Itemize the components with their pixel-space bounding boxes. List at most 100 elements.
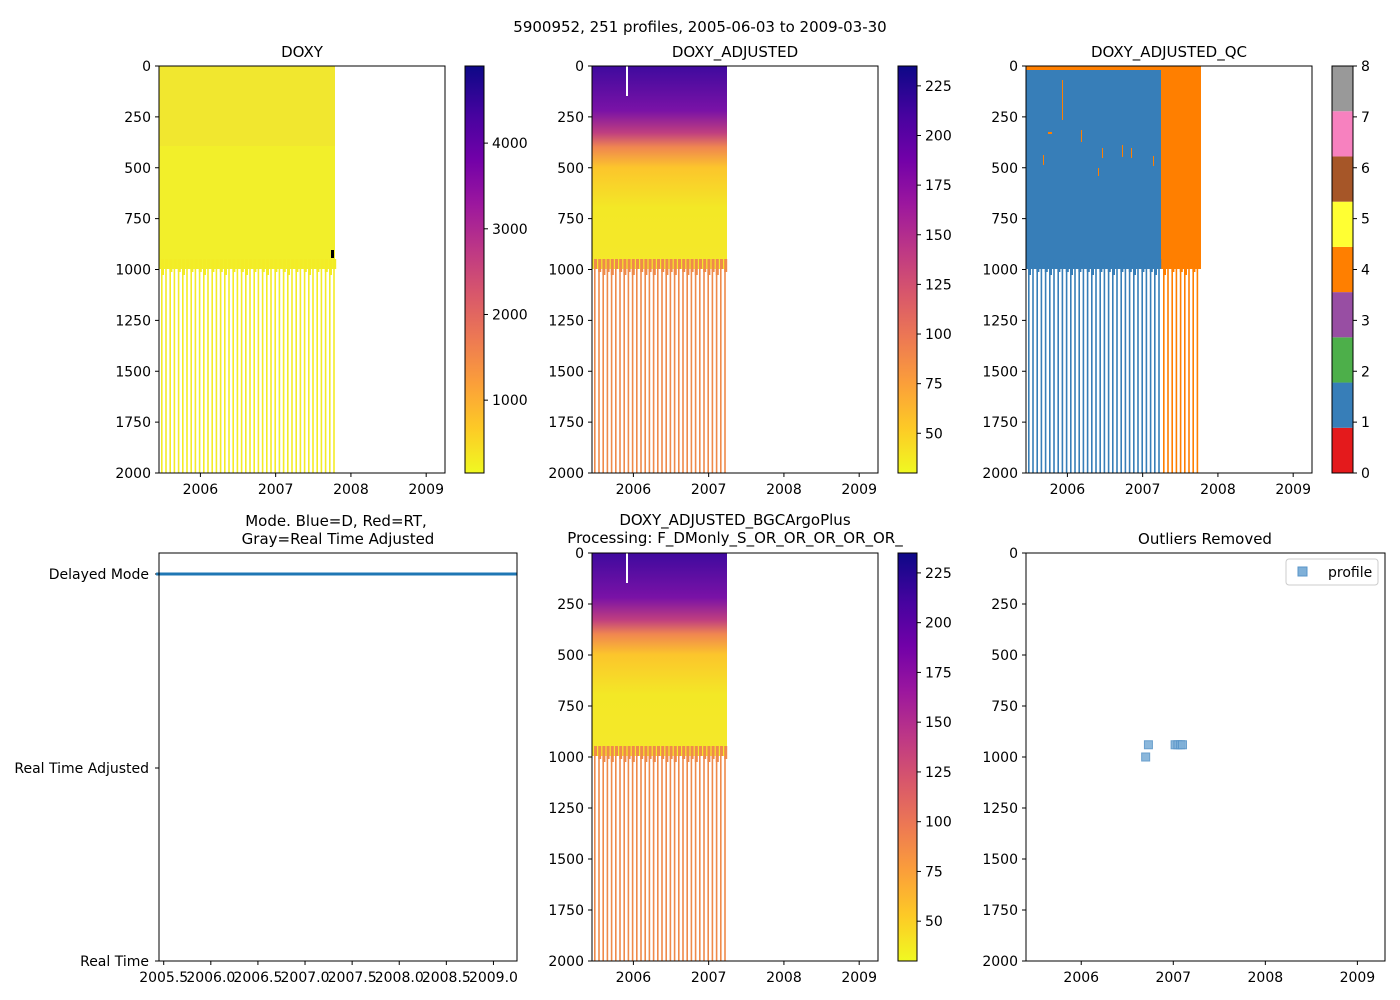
profile-streak [1158,269,1160,473]
profile-notch [1167,259,1171,269]
profile-notch [274,259,278,272]
doxy-adjusted-x-axis: 2006 2007 2008 2009 [616,473,877,498]
profile-notch [720,259,723,269]
profile-notch [1044,259,1048,272]
profile-notch [232,259,236,272]
profile-streak [1184,269,1186,473]
profile-notch [615,746,618,756]
profile-streak [190,269,192,473]
qc-color-band [1332,382,1353,428]
x-tick-label: 2007 [691,482,727,498]
profile-streak [282,269,285,473]
profile-notch [207,259,211,269]
x-tick-label: 2007 [258,482,294,498]
colorbar-tick-label: 200 [925,616,952,632]
profile-streak [682,756,684,961]
x-tick-label: 2008 [766,970,802,986]
profile-notch [682,259,686,272]
profile-notch [598,259,602,272]
doxy-x-axis: 2006 2007 2008 2009 [183,473,444,498]
profile-streak [665,269,667,473]
profile-streak [1116,269,1118,473]
profile-streak [316,269,318,473]
y-tick-label: 0 [575,59,584,75]
x-tick-label: 2008 [333,482,369,498]
profile-streak [1171,269,1173,473]
x-tick-label: 2006 [183,482,219,498]
mode-title-line1: Mode. Blue=D, Red=RT, [245,512,427,530]
profile-streak [686,756,688,961]
y-tick-label: 1000 [548,263,584,279]
doxy-adjusted-heatmap [592,66,727,269]
profile-streak [1099,269,1101,473]
mode-axes: 2005.52006.02006.52007.02007.52008.02008… [14,567,518,986]
profile-notch [627,746,631,759]
profile-notch [245,259,248,275]
profile-streak [694,269,697,473]
profile-streak [198,269,201,473]
y-tick-label: 750 [124,212,151,228]
qc-frame [1025,65,1313,474]
profile-streak [1103,269,1106,473]
panel-doxy-adjusted: DOXY_ADJUSTED 02505007501000125015001750… [548,43,951,498]
mode-x-tick-label: 2008.5 [422,970,471,986]
profile-notch [661,746,665,759]
profile-notch [669,259,673,272]
doxy-frame [158,65,446,474]
profile-notch [316,259,320,272]
y-tick-label: 1000 [982,263,1018,279]
profile-streak [661,269,663,473]
mode-y-tick-label: Real Time Adjusted [14,761,149,777]
profile-notch [1053,259,1057,269]
y-tick-label: 2000 [548,466,584,482]
profile-notch [669,746,673,759]
profile-notch [1107,259,1111,272]
y-tick-label: 750 [991,212,1018,228]
colorbar-tick-label: 225 [925,566,952,582]
y-tick-label: 0 [1009,59,1018,75]
mode-x-tick-label: 2007.0 [281,970,330,986]
y-tick-label: 1250 [548,313,584,329]
profile-notch [266,259,269,275]
profile-streak [236,269,239,473]
y-tick-label: 500 [991,648,1018,664]
profile-notch [1086,259,1090,272]
profile-streak [1057,269,1059,473]
profile-notch [619,259,623,272]
y-tick-label: 1250 [548,801,584,817]
colorbar-tick-label: 3000 [492,222,528,238]
colorbar-tick-label: 3 [1361,313,1370,329]
profile-streak [1074,269,1076,473]
profile-notch [228,259,232,269]
doxy-adjusted-y-axis: 0 250 500 750 1000 1250 1500 1750 2000 [548,59,592,482]
profile-notch [615,259,618,269]
profile-streak [274,269,276,473]
profile-notch [703,746,707,759]
profile-notch [652,259,656,275]
bgc-y-axis: 0 250 500 750 1000 1250 1500 1750 2000 [548,546,592,970]
profile-streak [278,269,281,473]
profile-notch [707,259,711,275]
profile-notch [312,259,316,269]
profile-streak [707,756,709,961]
mode-title-line2: Gray=Real Time Adjusted [242,530,435,548]
profile-notch [249,259,253,269]
profile-streak [686,269,688,473]
profile-notch [1103,259,1107,269]
panel-doxy: DOXY 0 250 500 750 1000 1250 1500 1750 2000 2006… [115,43,527,498]
profile-notch [1175,259,1179,269]
profile-notch [699,746,702,756]
profile-streak [1107,269,1110,473]
outliers-x-axis: 2006 2007 2008 2009 [1063,961,1375,986]
profile-streak [715,269,718,473]
profile-notch [1179,259,1183,272]
colorbar-tick-label: 1 [1361,415,1370,431]
qc-x-axis: 2006 2007 2008 2009 [1050,473,1311,498]
colorbar-tick-label: 1000 [492,393,528,409]
panel-doxy-adjusted-qc: DOXY_ADJUSTED_QC 02505007501000125015001… [982,43,1370,498]
qc-y-axis: 0 250 500 750 1000 1250 1500 1750 2000 [982,59,1026,482]
profile-streak [615,269,617,473]
profile-notch [1065,259,1069,272]
y-tick-label: 1750 [548,903,584,919]
profile-streak [640,756,642,961]
